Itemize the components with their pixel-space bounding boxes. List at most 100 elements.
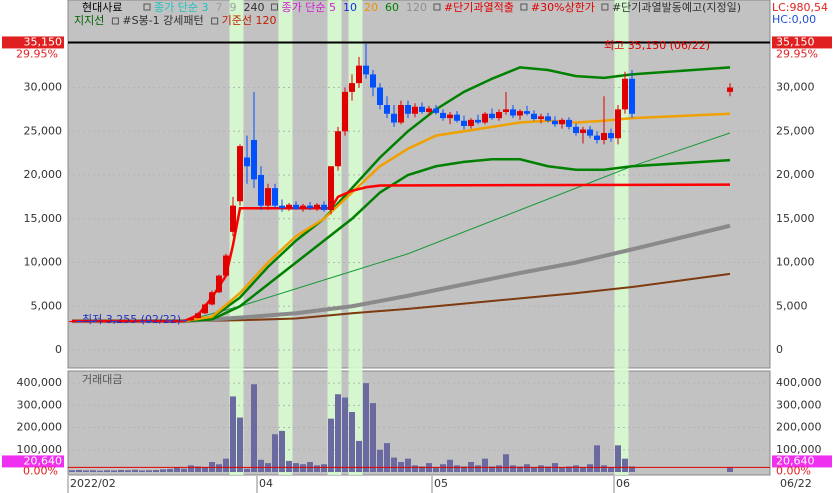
candle-body [608,133,614,139]
volume-bar [377,449,383,472]
candle-body [90,321,96,323]
legend-item: 기준선 120 [222,14,277,27]
volume-bar [125,470,131,472]
candle-body [230,205,236,232]
candle-body [538,116,544,119]
volume-bar [356,440,362,472]
volume-bar [363,383,369,472]
candle-body [181,320,187,322]
candle-body [118,321,124,323]
volume-bar [608,467,614,472]
volume-bar [559,467,565,472]
volume-bar [629,466,635,472]
limit-box-right [772,36,832,49]
volume-bar [433,467,439,472]
volume-level-label: 20,640 [24,454,63,467]
candle-body [342,91,348,132]
cursor-date: 06/22 [780,477,812,490]
candle-body [566,119,572,127]
volume-bar [370,403,376,472]
moving-average [72,158,731,323]
volume-bar [587,464,593,472]
low-annotation: 최저 3,255 (02/22) [82,313,181,326]
candle-body [223,255,229,276]
candle-body [279,205,285,209]
volume-bar [314,465,320,472]
candle-body [272,188,278,206]
candle-body [615,109,621,139]
volume-bar [538,465,544,472]
volume-tick-label: 400,000 [17,376,63,389]
moving-average [72,66,731,323]
volume-panel [67,370,771,476]
candle-body [251,140,257,180]
volume-bar [405,458,411,472]
candle-body [209,292,215,305]
legend-item: #30%상한가 [531,1,595,14]
legend-box [211,17,219,25]
volume-bar [580,467,586,472]
candle-body [195,313,201,319]
candle-body [356,65,362,84]
volume-bar [412,465,418,472]
volume-bar [321,464,327,472]
volume-bar [230,396,236,472]
volume-bar [104,470,110,472]
limit-label: 35,150 [24,35,63,48]
volume-bar [461,466,467,472]
volume-bar [279,430,285,472]
candle-body [265,188,271,206]
y-tick-label-right: 25,000 [776,124,815,137]
candle-body [132,320,138,322]
legend-box [111,17,119,25]
volume-bar [566,466,572,472]
limit-rate-right: 29.95% [776,47,818,60]
y-tick-label-right: 15,000 [776,212,815,225]
candle-body [286,204,292,209]
volume-bar [195,466,201,472]
x-tick-label: 06 [616,477,630,490]
candle-body [237,146,243,202]
x-tick-label: 05 [434,477,448,490]
volume-bar [90,470,96,472]
volume-bar [475,465,481,472]
volume-bar [335,394,341,472]
y-tick-label: 20,000 [24,168,63,181]
candle-body [601,133,607,140]
legend-item: #S봉-1 강세패턴 [122,14,203,27]
volume-bar [419,466,425,472]
volume-bar [510,465,516,472]
volume-bar [545,466,551,472]
candle-body [433,108,439,113]
legend-box [270,3,278,11]
candle-body [349,83,355,92]
volume-bar [83,470,89,472]
overheat-band [348,0,363,475]
hc-label: HC:0,00 [772,13,816,26]
candle-body [258,175,264,206]
volume-bar [496,465,502,472]
volume-bar [251,384,257,472]
legend-item: 지지선 [74,14,104,27]
volume-tick-label: 300,000 [17,398,63,411]
legend-item: 60 [385,1,399,14]
volume-bar [188,465,194,472]
volume-bar [76,470,82,472]
candle-body [391,113,397,123]
volume-tick-label: 100,000 [17,443,63,456]
candle-body [153,320,159,322]
candle-body [293,204,299,210]
limit-box [2,36,64,49]
candle-body [76,321,82,323]
volume-bar [622,458,628,472]
moving-average [72,223,731,324]
volume-bar [153,470,159,472]
candle-body [139,320,145,322]
legend-item: 10 [343,1,357,14]
volume-bar [601,465,607,472]
candle-body [216,275,222,293]
volume-bar [573,465,579,472]
candle-body [167,320,173,322]
candle-body [398,105,404,123]
volume-bar [272,434,278,472]
